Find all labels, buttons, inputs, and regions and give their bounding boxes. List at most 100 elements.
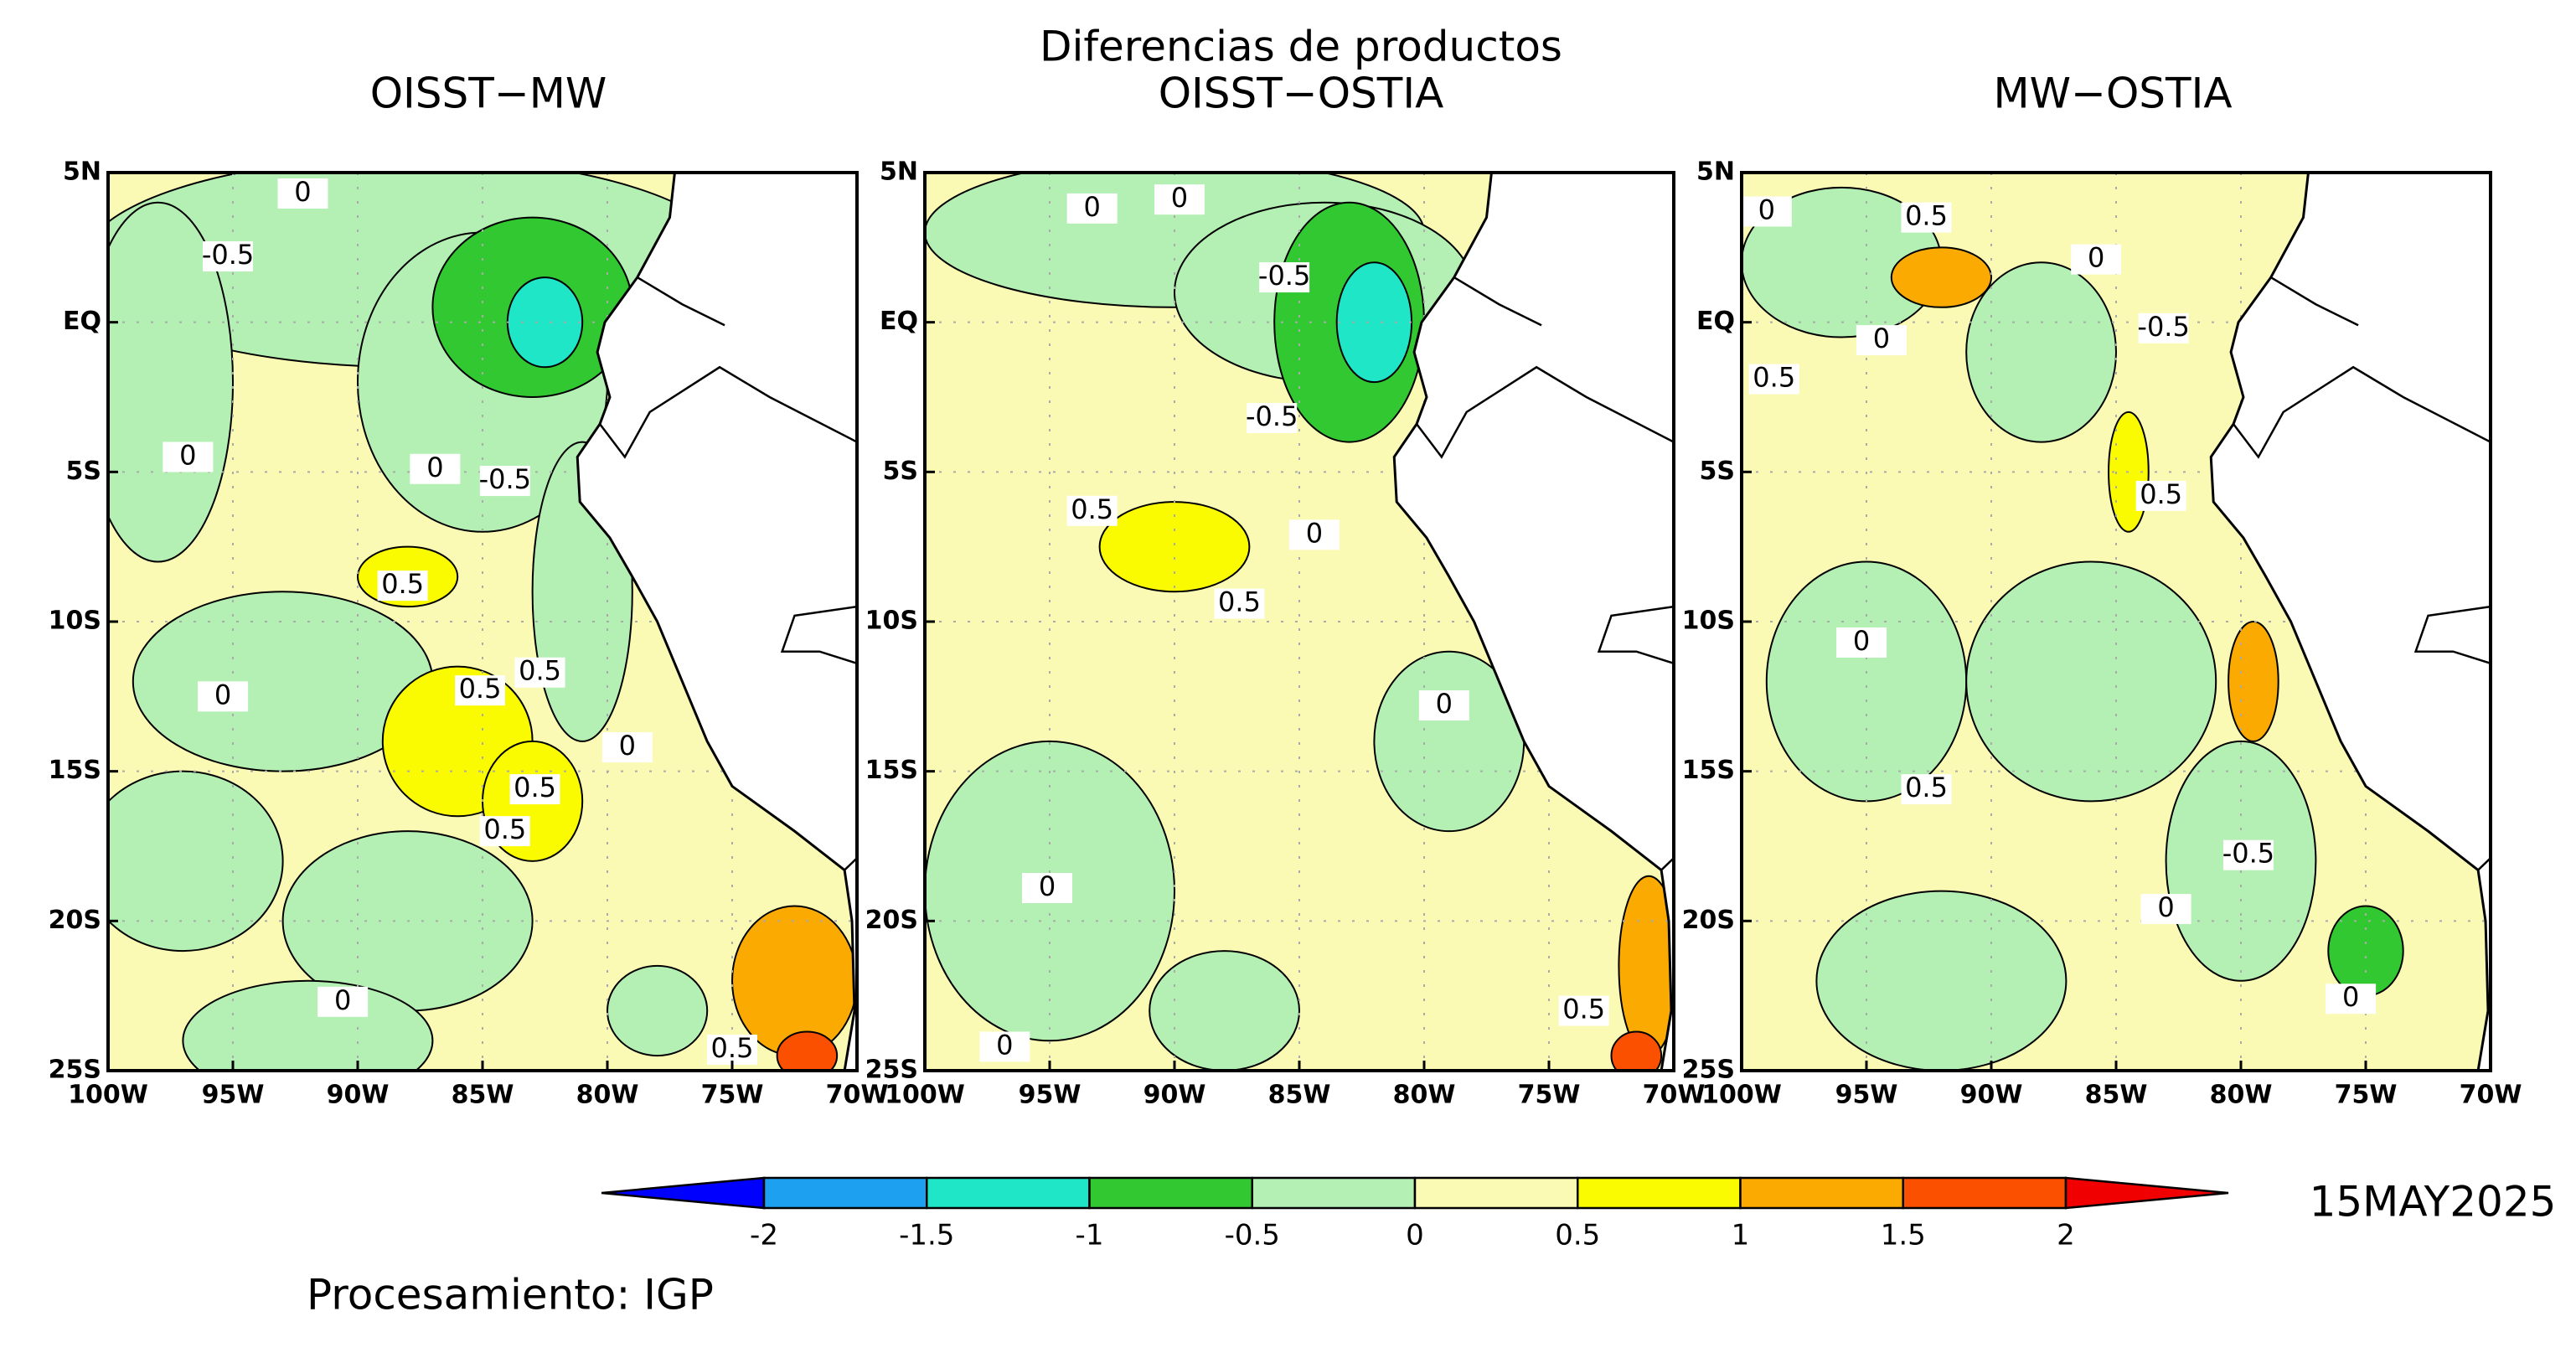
x-tick-label: 90W [327,1081,390,1110]
x-tick-label: 70W [1643,1081,1706,1110]
contour-label: 0.5 [459,673,502,705]
contour-label: 0.5 [1218,586,1261,618]
label-box [163,441,214,472]
colorbar-segment [1088,1176,1253,1210]
contour-label: 0 [1873,323,1890,354]
label-box [1418,690,1469,721]
x-tick-label: 100W [885,1081,965,1110]
contour-label: 0 [179,439,196,471]
contour-label: 0.5 [2140,478,2182,510]
x-tick-label: 95W [1835,1081,1898,1110]
y-tick-label: EQ [1696,307,1735,336]
x-tick-label: 95W [202,1081,265,1110]
label-box [1154,184,1205,215]
colorbar-segment [1251,1176,1417,1210]
contour-label: -0.5 [479,463,531,495]
label-box [1901,202,1952,233]
colorbar-label: 0 [1406,1219,1424,1252]
panel-subtitle: OISST−MW [370,70,607,118]
label-box [377,571,428,602]
contour-label: 0.5 [381,568,424,600]
colorbar-segment [762,1176,928,1210]
colorbar-label: -0.5 [1225,1219,1280,1252]
x-tick-label: 70W [826,1081,889,1110]
contour-label: 0 [1758,194,1775,225]
border [1416,365,1674,459]
anomaly-area [2327,905,2404,997]
contour-label: 0.5 [519,655,561,687]
contour-label: 0.5 [1905,772,1948,803]
label-box [1836,627,1887,658]
contour-label: -0.5 [1246,400,1298,432]
contour-label: 0 [1436,688,1453,720]
coastline [1392,173,1673,1071]
label-box [509,774,560,805]
y-tick-label: 5S [66,457,101,486]
colorbar-label: -1 [1076,1219,1104,1252]
y-tick-label: 5N [880,157,918,187]
map-panel: 0 0.5 0 -0.5 0.5 0 0.5 0 -0.5 0 0 0.5 [1742,173,2491,1071]
anomaly-area [776,1030,839,1071]
anomaly-area [2228,621,2279,742]
label-box [203,241,254,272]
anomaly-area [182,979,434,1071]
colorbar-segment [926,1176,1091,1210]
credit: Procesamiento: IGP [307,1271,714,1319]
x-tick-label: 80W [1393,1081,1456,1110]
y-tick-label: 5S [1700,457,1735,486]
anomaly-area [1610,1030,1663,1071]
contour-label: -0.5 [202,239,254,271]
anomaly-area [1149,950,1300,1071]
contour-label: 0 [1853,625,1870,657]
y-tick-label: 5N [1696,157,1735,187]
label-box [1066,193,1118,224]
y-tick-label: 20S [1682,906,1735,935]
colorbar-segment [1413,1176,1579,1210]
label-box [2071,244,2122,275]
colorbar-segment [1577,1176,1742,1210]
contour-label: 0.5 [483,813,526,845]
border [2477,856,2491,871]
anomaly-area [1965,261,2118,443]
y-tick-label: 10S [865,607,918,636]
label-box [479,816,530,847]
x-tick-label: 85W [1268,1081,1331,1110]
label-box [707,1034,757,1065]
contour-label: 0 [1171,182,1188,214]
contour-label: -0.5 [2222,838,2274,870]
y-tick-label: 25S [49,1056,101,1085]
label-box [1247,403,1298,434]
x-tick-label: 75W [2335,1081,2398,1110]
border [2413,605,2491,665]
x-tick-label: 90W [1960,1081,2023,1110]
colorbar-label: -1.5 [899,1219,954,1252]
contour-label: 0 [1039,870,1056,902]
label-box [1742,196,1792,227]
land [2211,173,2491,1071]
anomaly-area [1890,246,1992,308]
x-tick-label: 85W [2085,1081,2148,1110]
border [844,856,857,871]
panel-subtitle: OISST−OSTIA [1159,70,1444,118]
y-tick-label: 15S [1682,756,1735,785]
land [577,173,857,1071]
label-box [514,657,565,688]
label-box [1748,364,1799,395]
label-box [2326,984,2377,1015]
label-box [410,453,461,484]
label-box [277,178,328,209]
colorbar-label: 2 [2057,1219,2075,1252]
x-tick-label: 80W [2210,1081,2273,1110]
x-tick-label: 75W [1518,1081,1581,1110]
contour-label: 0 [426,452,443,483]
y-tick-label: 20S [49,906,101,935]
title: Diferencias de productos [1040,23,1562,71]
label-box [2135,480,2186,511]
label-box [1901,774,1952,805]
contour-label: 0 [619,730,636,762]
label-box [979,1031,1030,1062]
coastline [576,173,856,1071]
y-tick-label: 20S [865,906,918,935]
y-tick-label: 15S [49,756,101,785]
